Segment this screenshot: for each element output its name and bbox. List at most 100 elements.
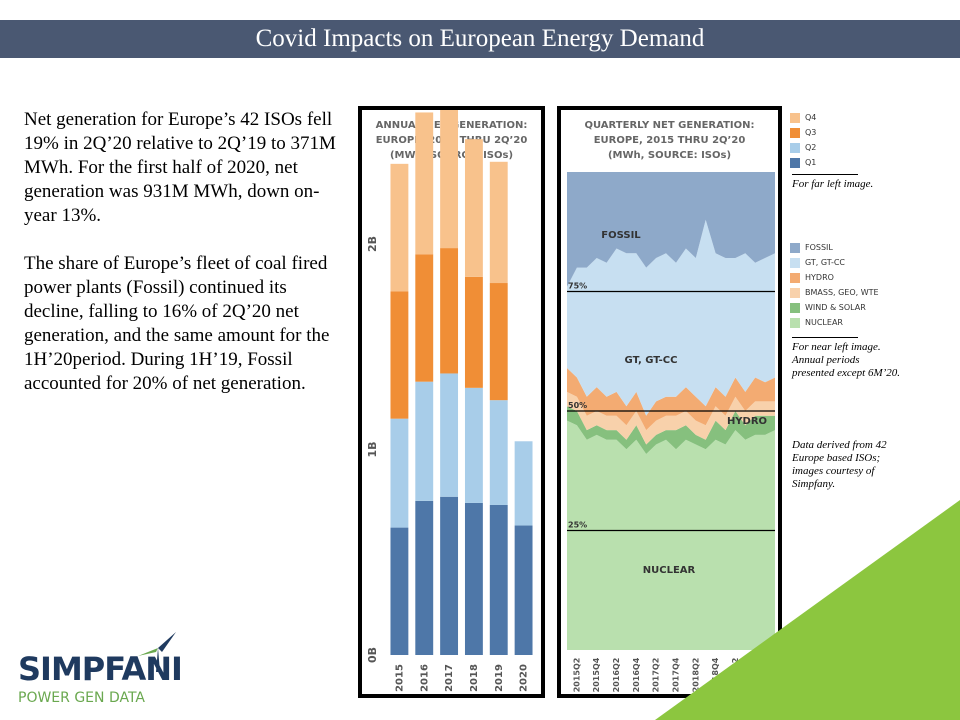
- bar-segment-q1: [489, 504, 508, 655]
- bar-segment-q2: [440, 373, 459, 497]
- bar-segment-q3: [464, 276, 483, 388]
- bar-segment-q1: [440, 496, 459, 655]
- x-tick-label: 2018Q2: [691, 658, 700, 693]
- paragraph-net-generation: Net generation for Europe’s 42 ISOs fell…: [24, 109, 336, 226]
- legend-label: FOSSIL: [805, 243, 833, 252]
- bar-segment-q3: [415, 254, 434, 382]
- divider: [792, 337, 858, 338]
- hydro-swatch: [790, 272, 800, 283]
- legend-item-q3: Q3: [790, 125, 816, 140]
- legend-label: Q4: [805, 113, 817, 122]
- source-legend: FOSSIL GT, GT-CC HYDRO BMASS, GEO, WTE W…: [790, 240, 879, 330]
- gt-swatch: [790, 257, 800, 268]
- annual-chart-panel: ANNUAL NET GENERATION: EUROPE, 2015 THRU…: [358, 106, 545, 698]
- legend-label: Q1: [805, 158, 817, 167]
- reference-line-label: 50%: [568, 401, 587, 410]
- fossil-swatch: [790, 242, 800, 253]
- note-source: Data derived from 42 Europe based ISOs; …: [792, 439, 887, 490]
- legend-item-fossil: FOSSIL: [790, 240, 879, 255]
- wind-solar-swatch: [790, 302, 800, 313]
- x-tick-label: 2016: [419, 664, 430, 692]
- series-annotation: FOSSIL: [601, 230, 641, 241]
- bar-segment-q2: [464, 387, 483, 503]
- annual-bar-chart: 0B 1B 2B 2015 2016 2017 2018 2019 2020: [366, 110, 533, 692]
- bar-segment-q1: [390, 527, 409, 655]
- bar-segment-q3: [440, 248, 459, 374]
- bar-segment-q3: [489, 283, 508, 401]
- area-gt-gt-cc: [567, 219, 775, 416]
- x-tick-label: 2015: [394, 664, 405, 692]
- x-tick-label: 2016Q4: [632, 657, 641, 692]
- bar-segment-q4: [440, 110, 459, 249]
- bar-segment-q1: [464, 502, 483, 655]
- page-title: Covid Impacts on European Energy Demand: [0, 20, 960, 58]
- x-tick-label: 2018Q4: [711, 657, 720, 692]
- wind-turbine-icon: [138, 632, 176, 672]
- bar-segment-q2: [514, 441, 533, 526]
- q3-swatch: [790, 127, 800, 138]
- bar-segment-q3: [390, 291, 409, 419]
- series-annotation: NUCLEAR: [643, 565, 696, 576]
- legend-item-q4: Q4: [790, 110, 816, 125]
- bmass-swatch: [790, 287, 800, 298]
- quarterly-title-line-3: (MWh, SOURCE: ISOs): [607, 150, 732, 161]
- x-tick-label: 2016Q2: [612, 658, 621, 693]
- legend-item-q2: Q2: [790, 140, 816, 155]
- legend-item-bmass: BMASS, GEO, WTE: [790, 285, 879, 300]
- area-bmass-geo-wte: [567, 391, 775, 445]
- logo-tagline: POWER GEN DATA: [18, 690, 146, 706]
- reference-line-label: 75%: [568, 282, 587, 291]
- series-annotation: HYDRO: [727, 416, 767, 427]
- y-tick-label: 1B: [366, 441, 379, 457]
- quarterly-title-line-2: EUROPE, 2015 THRU 2Q’20: [593, 135, 746, 146]
- reference-line-label: 25%: [568, 521, 587, 530]
- quarterly-title-line-1: QUARTERLY NET GENERATION:: [584, 120, 755, 131]
- bar-segment-q2: [489, 400, 508, 505]
- x-tick-label: 2017: [444, 664, 455, 692]
- logo-wordmark: SIMPFANI: [18, 650, 183, 688]
- series-annotation: GT, GT-CC: [625, 355, 678, 366]
- x-tick-label: 2017Q2: [652, 658, 661, 693]
- bar-segment-q4: [390, 163, 409, 292]
- bar-segment-q4: [464, 139, 483, 277]
- legend-item-q1: Q1: [790, 155, 816, 170]
- paragraph-fossil-share: The share of Europe’s fleet of coal fire…: [24, 253, 330, 394]
- legend-item-wind-solar: WIND & SOLAR: [790, 300, 879, 315]
- quarterly-chart-title: QUARTERLY NET GENERATION: EUROPE, 2015 T…: [561, 118, 778, 163]
- area-fossil: [567, 172, 775, 287]
- x-tick-label: 2019: [494, 664, 505, 692]
- legend-label: Q3: [805, 128, 817, 137]
- body-text: Net generation for Europe’s 42 ISOs fell…: [24, 108, 344, 420]
- x-tick-label: 2020: [519, 664, 530, 692]
- note-near-left: For near left image. Annual periods pres…: [792, 341, 901, 379]
- bar-segment-q2: [390, 418, 409, 528]
- bar-segment-q4: [415, 112, 434, 255]
- x-tick-label: 2017Q4: [671, 657, 680, 692]
- quarterly-chart-panel: QUARTERLY NET GENERATION: EUROPE, 2015 T…: [557, 106, 782, 698]
- bar-segment-q4: [489, 161, 508, 284]
- legend-item-gt: GT, GT-CC: [790, 255, 879, 270]
- x-tick-label: 2015Q4: [592, 657, 601, 692]
- quarterly-area-chart: 75% 50% 25% FOSSIL GT, GT-CC HYDRO NUCLEAR 2015…: [567, 172, 778, 693]
- q2-swatch: [790, 142, 800, 153]
- legend-item-nuclear: NUCLEAR: [790, 315, 879, 330]
- legend-label: WIND & SOLAR: [805, 303, 866, 312]
- legend-label: GT, GT-CC: [805, 258, 846, 267]
- y-tick-label: 0B: [366, 647, 379, 663]
- legend-label: HYDRO: [805, 273, 834, 282]
- simpfani-logo: SIMPFANI POWER GEN DATA: [18, 630, 188, 715]
- y-tick-label: 2B: [366, 236, 379, 252]
- legend-label: Q2: [805, 143, 817, 152]
- note-far-left: For far left image.: [792, 178, 874, 190]
- divider: [792, 174, 858, 175]
- x-tick-label: 2018: [469, 664, 480, 692]
- area-hydro: [567, 368, 775, 431]
- area-nuclear: [567, 420, 775, 650]
- bar-segment-q1: [415, 500, 434, 655]
- legend-label: BMASS, GEO, WTE: [805, 288, 879, 297]
- nuclear-swatch: [790, 317, 800, 328]
- bar-segment-q2: [415, 381, 434, 501]
- quarter-legend: Q4 Q3 Q2 Q1: [790, 110, 816, 170]
- legend-item-hydro: HYDRO: [790, 270, 879, 285]
- q1-swatch: [790, 157, 800, 168]
